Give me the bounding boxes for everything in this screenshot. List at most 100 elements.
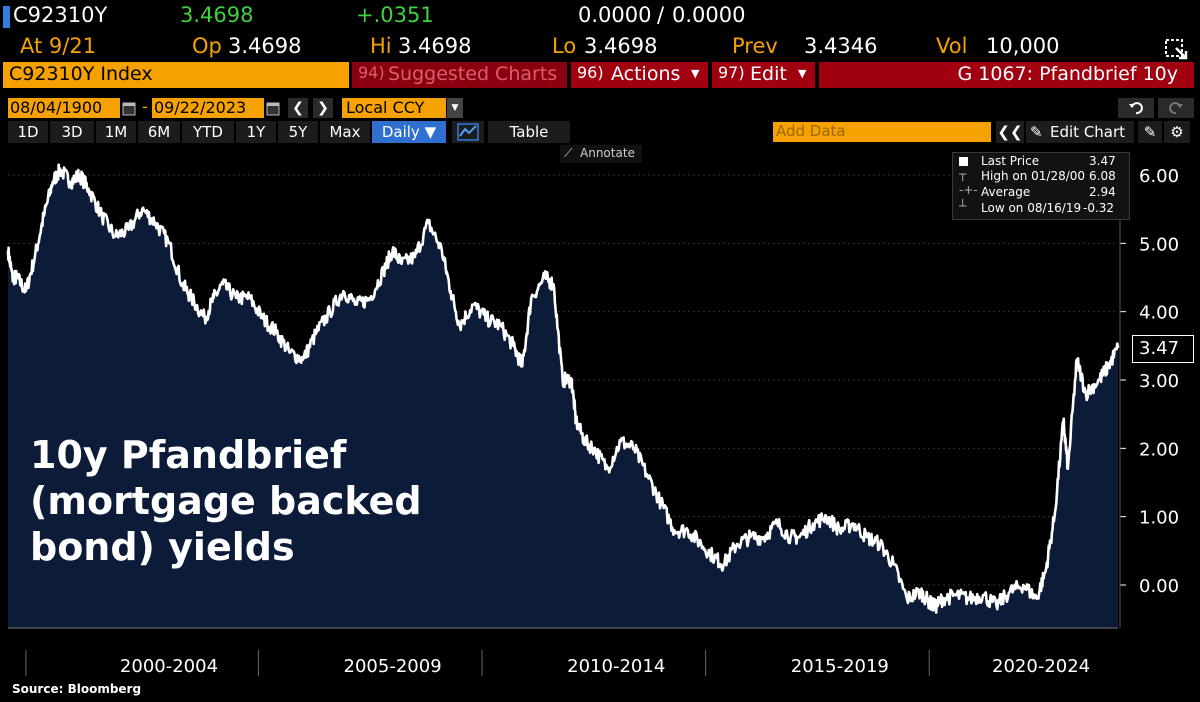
actions-number: 96) [577,63,604,82]
ticker: C92310Y [13,3,108,27]
y-tick-label: 5.00 [1139,234,1179,255]
x-group-label: 2020-2024 [992,656,1090,677]
end-date: 09/22/2023 [154,98,247,117]
y-tick-label: 6.00 [1139,166,1179,187]
yield-area-fill [8,164,1118,628]
chevron-right-icon: ❯ [317,100,329,116]
y-tick-label: 1.00 [1139,508,1179,529]
edit-number: 97) [718,63,745,82]
quote-line: C92310Y 3.4698 +.0351 0.0000 / 0.0000 [0,0,1200,34]
undo-button[interactable] [1118,98,1154,118]
period-button-5y[interactable]: 5Y [278,121,318,143]
graph-title-bar: G 1067: Pfandbrief 10y [819,62,1194,88]
y-tick-label: 4.00 [1139,303,1179,324]
yield-line [6,163,1120,614]
pencil-icon: ✎ [1030,123,1043,141]
low-label: Lo [552,34,577,58]
annotate-label: Annotate [580,146,635,160]
legend-high-value: 6.08 [1089,169,1116,183]
collapse-button[interactable]: ❮❮ [996,121,1024,143]
date-range-bar: 08/04/1900 - 09/22/2023 ❮ ❯ Local CCY ▼ [0,96,1200,120]
period-bar: 1D 3D 1M 6M YTD 1Y 5Y Max Daily ▼ Table … [0,121,1200,143]
open-value: 3.4698 [228,34,302,58]
as-of-date: At 9/21 [20,34,97,58]
suggested-charts-number: 94) [358,63,385,82]
y-tick-label: 0.00 [1139,576,1179,597]
prev-period-button[interactable]: ❮ [288,98,308,118]
legend-high-label: High on 01/28/00 [981,169,1086,183]
settings-button[interactable]: ⚙ [1164,121,1190,143]
edit-caret-icon: ▼ [798,67,807,80]
annotation-edit-button[interactable]: ✎ [1138,121,1162,143]
legend-low-marker-icon: ┴ [959,199,967,213]
volume-value: 10,000 [986,34,1060,58]
price-change: +.0351 [356,3,434,27]
legend-high-marker-icon: ┬ [959,167,967,181]
chart-overlay-title: 10y Pfandbrief (mortgage backed bond) yi… [30,432,422,570]
annotate-button[interactable]: ⟋ Annotate [560,145,642,163]
table-button[interactable]: Table [488,121,570,143]
legend-low-value: -0.32 [1083,201,1115,215]
actions-button[interactable]: 96) Actions ▼ [571,62,708,88]
annotate-pencil-icon: ⟋ [564,146,573,160]
period-button-1y[interactable]: 1Y [236,121,276,143]
bid-ask-separator: / [657,3,665,27]
graph-title: G 1067: Pfandbrief 10y [957,63,1178,85]
suggested-charts-button[interactable]: 94) Suggested Charts [352,62,567,88]
overlay-title-line-2: (mortgage backed [30,479,422,523]
currency-select[interactable]: Local CCY [342,98,446,118]
redo-icon [1169,102,1183,115]
redo-button[interactable] [1158,98,1194,118]
next-period-button[interactable]: ❯ [313,98,333,118]
overlay-title-line-1: 10y Pfandbrief [30,433,347,477]
x-axis: 2000-2004 2005-2009 2010-2014 2015-2019 2020… [8,627,1118,677]
edit-chart-button[interactable]: ✎ Edit Chart [1026,121,1134,143]
legend-last-label: Last Price [981,154,1040,168]
period-button-max[interactable]: Max [320,121,370,143]
period-button-6m[interactable]: 6M [138,121,180,143]
export-icon[interactable] [1162,34,1190,62]
double-chevron-left-icon: ❮❮ [997,123,1023,141]
last-price-tag-value: 3.47 [1139,337,1180,359]
last-price-tag: 3.47 [1132,334,1194,363]
open-label: Op [192,34,222,58]
period-button-1d[interactable]: 1D [8,121,48,143]
legend: Last Price 3.47 ┬ High on 01/28/00 6.08 … [952,152,1130,220]
index-name-field[interactable]: C92310Y Index [3,62,349,88]
last-price: 3.4698 [180,3,254,27]
start-date-input[interactable]: 08/04/1900 [8,98,120,118]
calendar-icon[interactable] [122,100,136,116]
date-range-dash: - [142,97,148,116]
chevron-left-icon: ❮ [292,100,304,116]
x-group-label: 2005-2009 [344,656,442,677]
ticker-marker [3,6,10,28]
currency-dropdown-button[interactable]: ▼ [447,98,463,118]
volume-label: Vol [936,34,968,58]
overlay-title-line-3: bond) yields [30,525,295,569]
legend-low-label: Low on 08/16/19 [981,201,1082,215]
menu-bar: C92310Y Index 94) Suggested Charts 96) A… [0,62,1200,88]
edit-label: Edit [750,63,787,85]
high-value: 3.4698 [398,34,472,58]
chevron-down-icon: ▼ [451,103,459,113]
line-chart-icon [457,123,479,141]
actions-label: Actions [611,63,681,85]
edit-button[interactable]: 97) Edit ▼ [712,62,815,88]
period-button-1m[interactable]: 1M [96,121,136,143]
edit-box-icon: ✎ [1143,123,1157,141]
index-name: C92310Y Index [9,63,153,85]
period-button-ytd[interactable]: YTD [182,121,234,143]
y-axis: 6.00 5.00 4.00 3.00 2.00 1.00 0.00 [1119,153,1179,628]
yield-chart: 6.005.004.003.002.001.000.00 2000-2004 20… [6,153,1179,677]
y-tick-label: 3.00 [1139,371,1179,392]
start-date: 08/04/1900 [10,98,103,117]
legend-avg-marker-icon: -+- [959,183,978,197]
add-data-input[interactable]: Add Data [773,122,991,142]
chart-type-button[interactable] [452,121,484,143]
low-value: 3.4698 [584,34,658,58]
period-button-3d[interactable]: 3D [50,121,94,143]
edit-chart-label: Edit Chart [1050,123,1126,141]
end-date-input[interactable]: 09/22/2023 [152,98,264,118]
calendar-icon[interactable] [266,100,280,116]
frequency-dropdown[interactable]: Daily ▼ [372,121,446,143]
